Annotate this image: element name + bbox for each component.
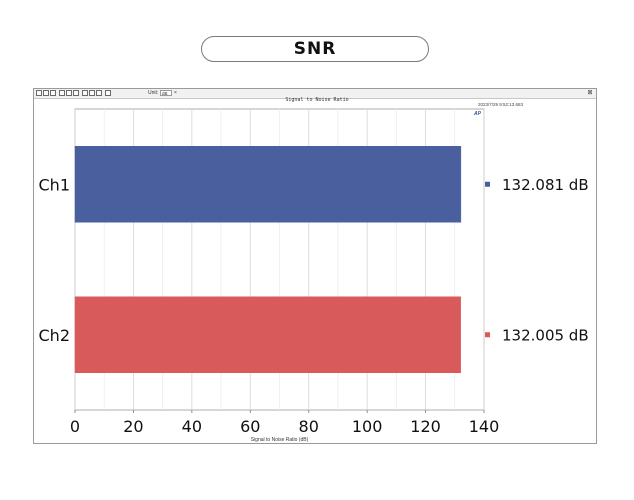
x-tick-label: 120	[410, 417, 441, 436]
zoom-out-icon[interactable]	[59, 90, 65, 96]
x-tick-label: 0	[70, 417, 80, 436]
x-tick-label: 20	[123, 417, 143, 436]
unit-label: Unit:	[148, 90, 159, 96]
page-title: SNR	[201, 36, 429, 62]
value-marker	[485, 332, 490, 338]
chart-title: Signal to Noise Ratio	[285, 97, 349, 103]
grid-icon[interactable]	[82, 90, 88, 96]
x-tick-label: 60	[240, 417, 260, 436]
value-marker	[485, 181, 490, 187]
bar-ch2	[74, 296, 461, 374]
toolbar: Unit: dB × ⊠	[34, 89, 596, 99]
paste-icon[interactable]	[43, 90, 49, 96]
value-label: 132.005 dB	[502, 326, 589, 344]
settings-icon[interactable]	[105, 90, 111, 96]
copy-icon[interactable]	[36, 90, 42, 96]
x-tick-label: 140	[469, 417, 500, 436]
category-label: Ch1	[39, 175, 71, 194]
x-axis-label: Signal to Noise Ratio (dB)	[251, 437, 309, 443]
export-icon[interactable]	[96, 90, 102, 96]
category-label: Ch2	[39, 326, 71, 345]
timestamp: 2023/7/29 9:52:13.683	[477, 102, 523, 107]
window-close-icon[interactable]: ⊠	[587, 90, 593, 96]
value-label: 132.081 dB	[502, 176, 589, 194]
close-tab-icon[interactable]: ×	[174, 90, 177, 96]
zoom-in-icon[interactable]	[50, 90, 56, 96]
cursor-icon[interactable]	[73, 90, 79, 96]
unit-select[interactable]: dB	[160, 90, 172, 96]
bar-ch1	[74, 145, 462, 223]
x-tick-label: 80	[299, 417, 319, 436]
zoom-fit-icon[interactable]	[66, 90, 72, 96]
x-tick-label: 100	[352, 417, 383, 436]
x-tick-label: 40	[182, 417, 202, 436]
ap-logo: AP	[474, 111, 481, 117]
legend-icon[interactable]	[89, 90, 95, 96]
